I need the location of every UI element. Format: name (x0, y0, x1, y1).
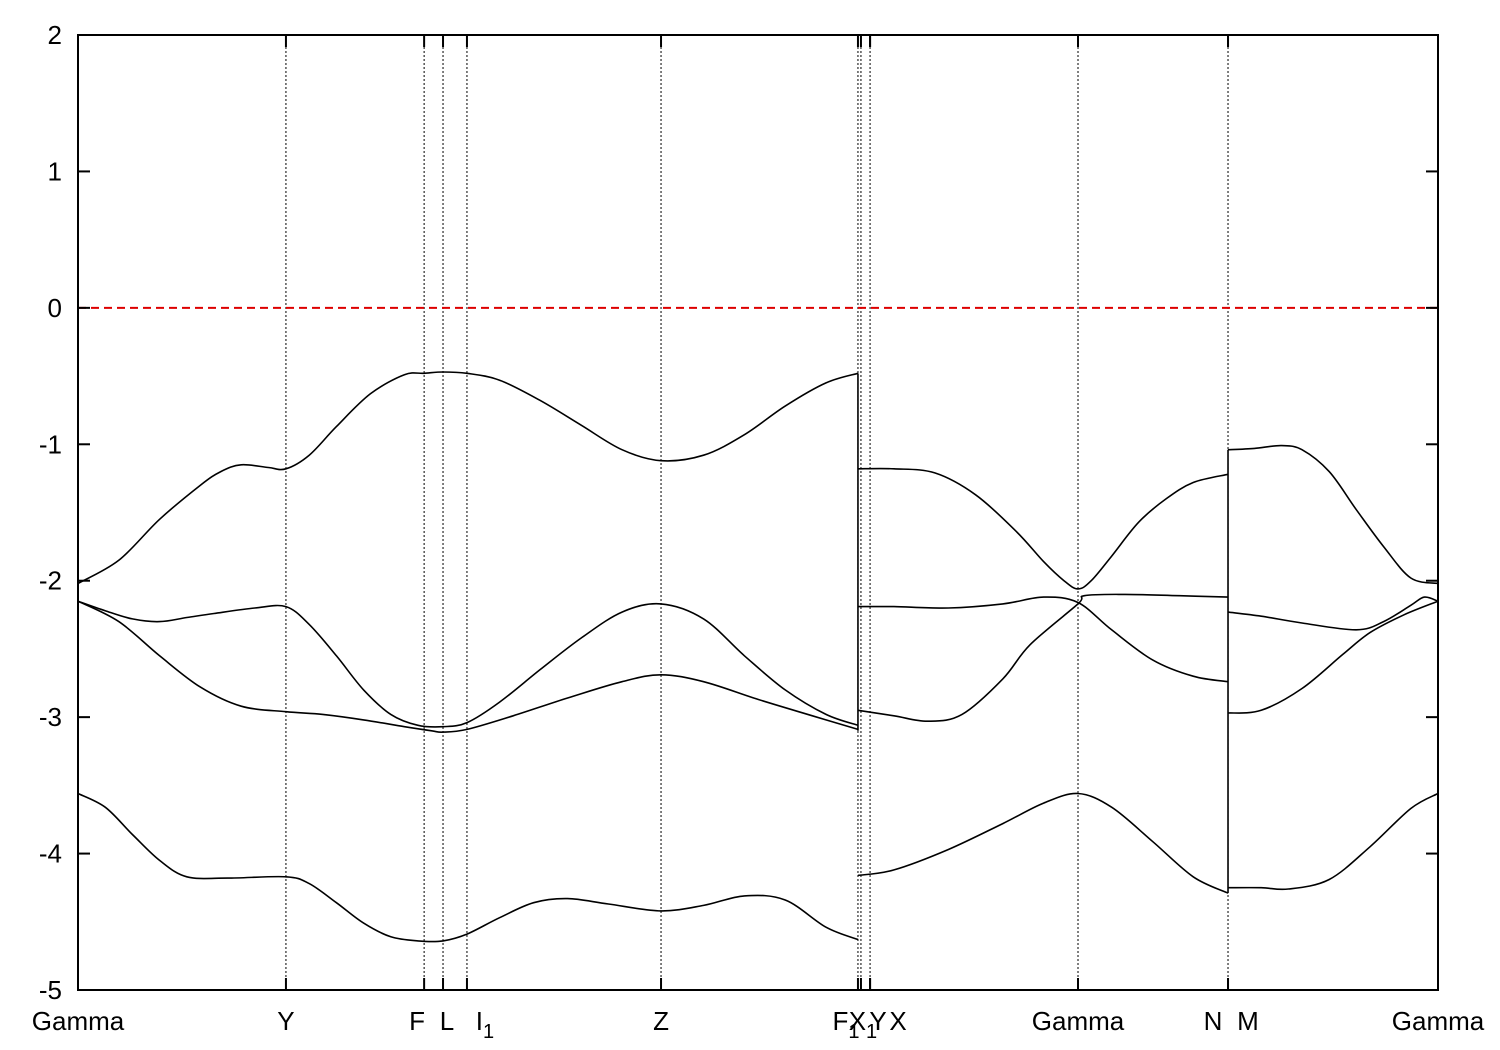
band-line (1227, 600, 1439, 714)
x-tick-label-subscript: 1 (483, 1021, 494, 1043)
band-line (1227, 596, 1439, 631)
band-line (77, 600, 859, 728)
y-tick-label: 2 (48, 20, 62, 50)
band-line (1227, 444, 1439, 585)
x-tick-label: Y (869, 1006, 886, 1036)
band-line (77, 792, 859, 943)
y-tick-label: -1 (39, 429, 62, 459)
y-tick-label: -3 (39, 702, 62, 732)
plot-frame (77, 34, 1439, 991)
x-tick-label: L (440, 1006, 454, 1036)
x-tick-label: X (889, 1006, 906, 1036)
kpoint-lines (285, 35, 1229, 990)
axis-ticks (77, 34, 1439, 991)
x-tick-label: N (1204, 1006, 1223, 1036)
y-tick-label: 1 (48, 156, 62, 186)
band-line (857, 792, 1229, 894)
bands (77, 371, 1439, 943)
x-tick-label: Z (653, 1006, 669, 1036)
x-tick-label: F (409, 1006, 425, 1036)
x-tick-label: M (1237, 1006, 1259, 1036)
y-tick-label: -2 (39, 566, 62, 596)
y-tick-label: -4 (39, 839, 62, 869)
band-line (1227, 792, 1439, 891)
y-tick-label: -5 (39, 975, 62, 1005)
x-tick-label: Gamma (1392, 1006, 1485, 1036)
band-line (857, 596, 1229, 683)
band-line (857, 467, 1229, 590)
y-tick-labels: 2 1 0 -1 -2 -3 -4 -5 (39, 20, 62, 1005)
x-tick-label-subscript: 1 (866, 1021, 877, 1043)
band-line (857, 593, 1229, 723)
x-tick-label: Gamma (32, 1006, 125, 1036)
x-tick-label: Y (277, 1006, 294, 1036)
band-line (77, 371, 859, 585)
x-tick-label-subscript: 1 (848, 1021, 859, 1043)
x-tick-label: I1 (476, 1006, 494, 1043)
y-tick-label: 0 (48, 293, 62, 323)
band-line (77, 600, 859, 733)
x-tick-label: Gamma (1032, 1006, 1125, 1036)
